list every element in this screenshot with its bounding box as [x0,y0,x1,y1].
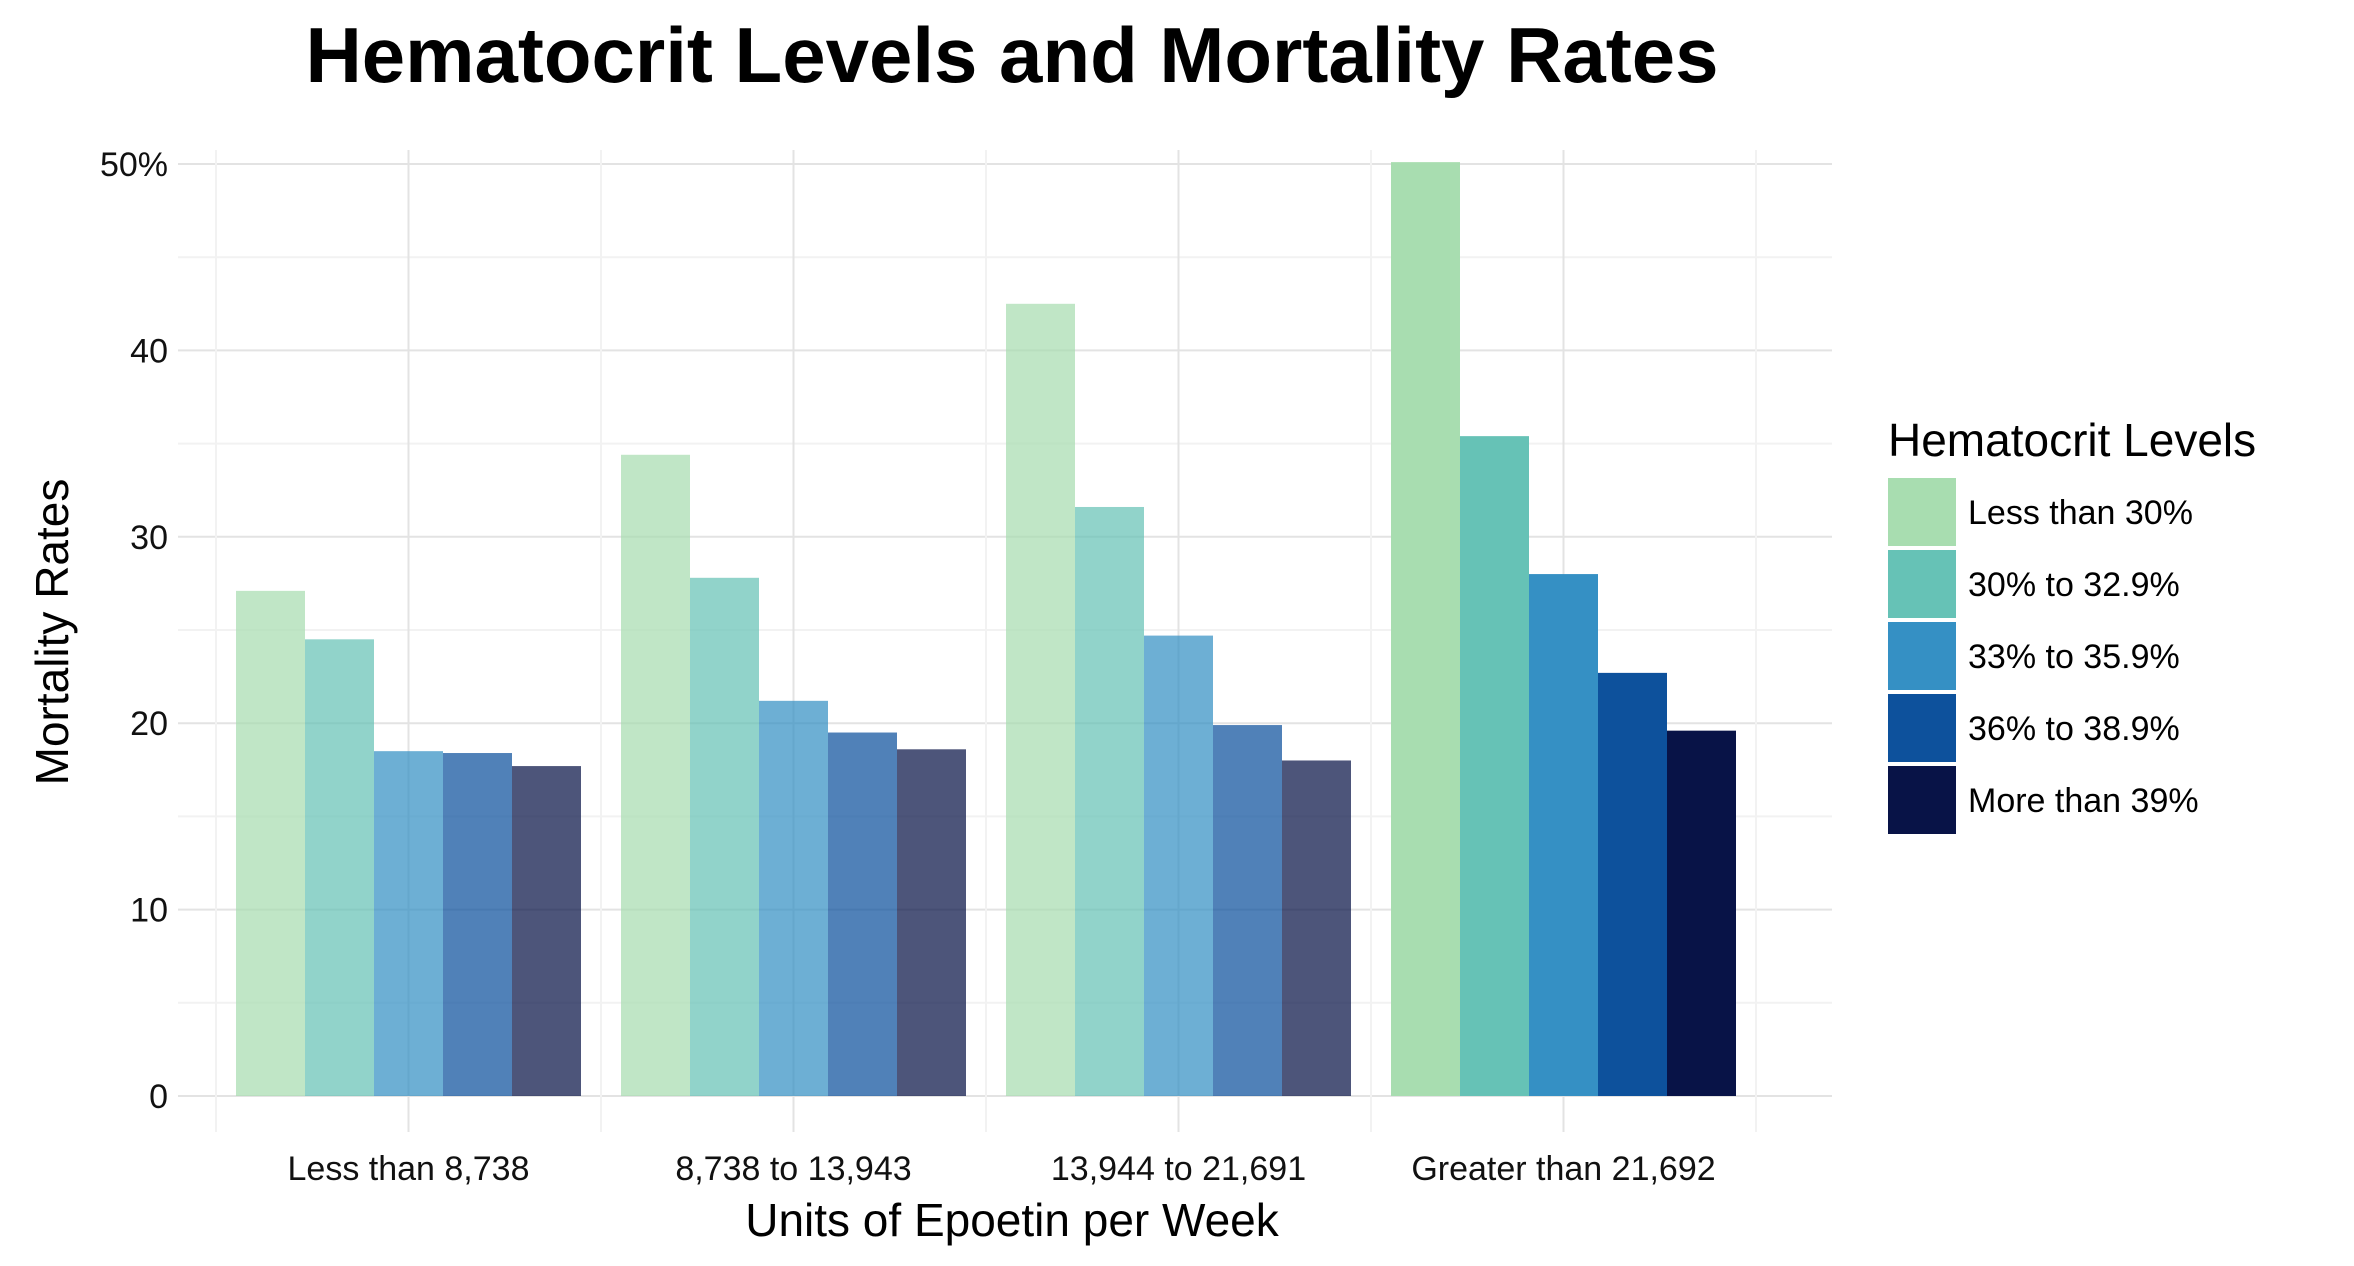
legend-label: 30% to 32.9% [1968,566,2180,604]
y-tick-label: 50% [100,146,168,184]
legend: Hematocrit Levels Less than 30% 30% to 32… [1888,414,2256,834]
legend-title: Hematocrit Levels [1888,414,2256,466]
bar [1667,730,1736,1096]
bar [305,639,374,1096]
y-tick-label: 40 [130,332,168,370]
y-axis-ticks: 0 10 20 30 40 50% [100,146,168,1116]
y-tick-label: 30 [130,519,168,557]
x-tick-label: 13,944 to 21,691 [1051,1150,1306,1188]
bar [690,577,759,1096]
bar [512,766,581,1096]
legend-key [1888,478,1956,546]
legend-items: Less than 30% 30% to 32.9% 33% to 35.9% 36%… [1888,478,2199,834]
bar [1282,760,1351,1096]
chart-title: Hematocrit Levels and Mortality Rates [305,11,1718,99]
bar [1529,574,1598,1096]
bar [1460,436,1529,1096]
bar [621,454,690,1096]
legend-key [1888,550,1956,618]
legend-label: 33% to 35.9% [1968,638,2180,676]
x-tick-label: Greater than 21,692 [1411,1150,1715,1188]
bar [759,700,828,1096]
bar [1006,303,1075,1096]
y-tick-label: 20 [130,705,168,743]
bar [897,749,966,1096]
legend-label: Less than 30% [1968,494,2193,532]
x-tick-label: Less than 8,738 [288,1150,530,1188]
bar [1391,162,1460,1097]
bar [1144,635,1213,1096]
legend-key [1888,694,1956,762]
y-tick-label: 10 [130,892,168,930]
bar [828,732,897,1096]
legend-label: More than 39% [1968,782,2199,820]
x-tick-label: 8,738 to 13,943 [675,1150,911,1188]
legend-label: 36% to 38.9% [1968,710,2180,748]
x-axis-title: Units of Epoetin per Week [745,1194,1280,1246]
bar [374,751,443,1096]
x-axis-ticks: Less than 8,738 8,738 to 13,943 13,944 to … [288,1150,1716,1188]
bar [236,590,305,1096]
bar [1213,725,1282,1096]
y-tick-label: 0 [149,1078,168,1116]
legend-key [1888,766,1956,834]
bar [443,753,512,1096]
legend-key [1888,622,1956,690]
bars [236,162,1736,1097]
y-axis-title: Mortality Rates [26,479,78,786]
bar [1598,672,1667,1096]
bar [1075,506,1144,1096]
